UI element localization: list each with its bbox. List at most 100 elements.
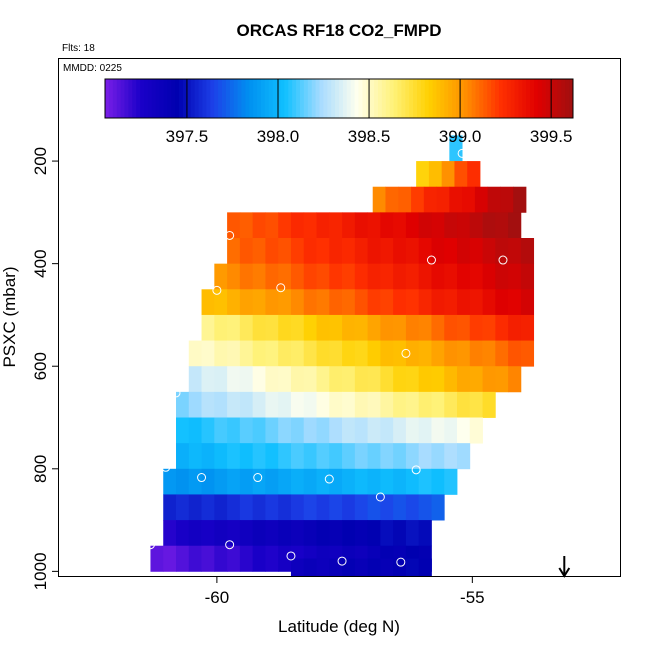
colorbar-segment — [124, 79, 129, 118]
heatmap-cell — [201, 340, 215, 367]
heatmap-cell — [367, 558, 381, 577]
heatmap-cell — [398, 186, 412, 213]
heatmap-cell — [303, 314, 317, 341]
heatmap-cell — [418, 520, 432, 547]
heatmap-cell — [316, 238, 330, 265]
heatmap-cell — [265, 314, 279, 341]
heatmap-cell — [431, 468, 445, 495]
heatmap-cell — [354, 494, 368, 521]
heatmap-cell — [303, 443, 317, 470]
heatmap-cell — [431, 340, 445, 367]
heatmap-cell — [367, 417, 381, 444]
heatmap-cell — [482, 263, 496, 290]
heatmap-cell — [227, 520, 241, 547]
heatmap-cell — [316, 263, 330, 290]
heatmap-cell — [444, 468, 458, 495]
heatmap-cell — [431, 417, 445, 444]
heatmap-cell — [329, 314, 343, 341]
observation-marker — [197, 473, 207, 483]
heatmap-cell — [444, 289, 458, 316]
heatmap-cell — [239, 314, 254, 341]
heatmap-cell — [239, 366, 254, 393]
observation-marker — [276, 283, 286, 293]
heatmap-cell — [290, 520, 305, 547]
heatmap-cell — [436, 186, 450, 213]
heatmap-cell — [431, 494, 445, 521]
colorbar-segment — [541, 79, 547, 118]
heatmap-cell — [227, 468, 241, 495]
heatmap-cell — [393, 340, 407, 367]
heatmap-cell — [367, 468, 381, 495]
heatmap-cell — [329, 417, 343, 444]
colorbar-segment — [526, 79, 531, 118]
heatmap-cell — [201, 391, 215, 418]
y-tick-label: 200 — [31, 147, 50, 175]
heatmap-cell — [367, 314, 381, 341]
heatmap-cell — [214, 417, 228, 444]
heatmap-cell — [354, 263, 368, 290]
heatmap-cell — [482, 289, 496, 316]
colorbar-tick-label: 399.0 — [439, 127, 482, 146]
heatmap-cell — [329, 238, 343, 265]
heatmap-cell — [482, 238, 496, 265]
heatmap-cell — [457, 314, 471, 341]
heatmap-cell — [380, 468, 394, 495]
heatmap-cell — [520, 238, 535, 265]
heatmap-cell — [265, 238, 279, 265]
colorbar-segment — [323, 79, 328, 118]
heatmap-cell — [380, 443, 394, 470]
heatmap-cell — [290, 263, 305, 290]
heatmap-cell — [354, 289, 368, 316]
heatmap-cell — [227, 545, 241, 572]
heatmap-cell — [405, 391, 420, 418]
heatmap-cell — [290, 443, 305, 470]
heatmap-cell — [342, 494, 356, 521]
colorbar-segment — [292, 79, 297, 118]
heatmap-cell — [239, 391, 254, 418]
x-tick-label: -55 — [460, 588, 485, 607]
heatmap-cell — [278, 314, 292, 341]
heatmap-cell — [316, 314, 330, 341]
heatmap-cell — [265, 212, 279, 239]
heatmap-cell — [329, 391, 343, 418]
colorbar-segment — [183, 79, 188, 118]
heatmap-cell — [201, 545, 215, 572]
heatmap-cell — [329, 263, 343, 290]
colorbar-segment — [214, 79, 219, 118]
heatmap-cell — [367, 494, 381, 521]
heatmap-cell — [252, 417, 266, 444]
heatmap-cell — [214, 314, 228, 341]
heatmap-cell — [495, 340, 509, 367]
heatmap-cell — [188, 468, 202, 495]
heatmap-cell — [380, 314, 394, 341]
heatmap-cell — [342, 238, 356, 265]
colorbar-segment — [467, 79, 473, 118]
heatmap-cell — [214, 263, 228, 290]
colorbar-segment — [257, 79, 262, 118]
heatmap-cell — [265, 520, 279, 547]
heatmap-cell — [508, 366, 522, 393]
heatmap-cell — [201, 366, 215, 393]
heatmap-cell — [508, 212, 522, 239]
heatmap-cell — [431, 314, 445, 341]
heatmap-cell — [265, 263, 279, 290]
heatmap-cell — [418, 212, 432, 239]
heatmap-cell — [520, 263, 535, 290]
heatmap-cell — [188, 391, 202, 418]
heatmap-cell — [290, 558, 305, 577]
heatmap-cell — [431, 391, 445, 418]
colorbar-segment — [456, 79, 461, 118]
x-tick-label: -60 — [205, 588, 230, 607]
heatmap-cell — [393, 468, 407, 495]
colorbar-segment — [116, 79, 122, 118]
heatmap-cell — [342, 314, 356, 341]
heatmap-cell — [239, 494, 254, 521]
heatmap-cell — [342, 289, 356, 316]
heatmap-cell — [290, 212, 305, 239]
heatmap-cell — [457, 238, 471, 265]
colorbar-segment — [268, 79, 274, 118]
heatmap-cell — [163, 520, 177, 547]
heatmap-cell — [405, 238, 420, 265]
colorbar-segment — [514, 79, 519, 118]
heatmap-cell — [239, 238, 254, 265]
